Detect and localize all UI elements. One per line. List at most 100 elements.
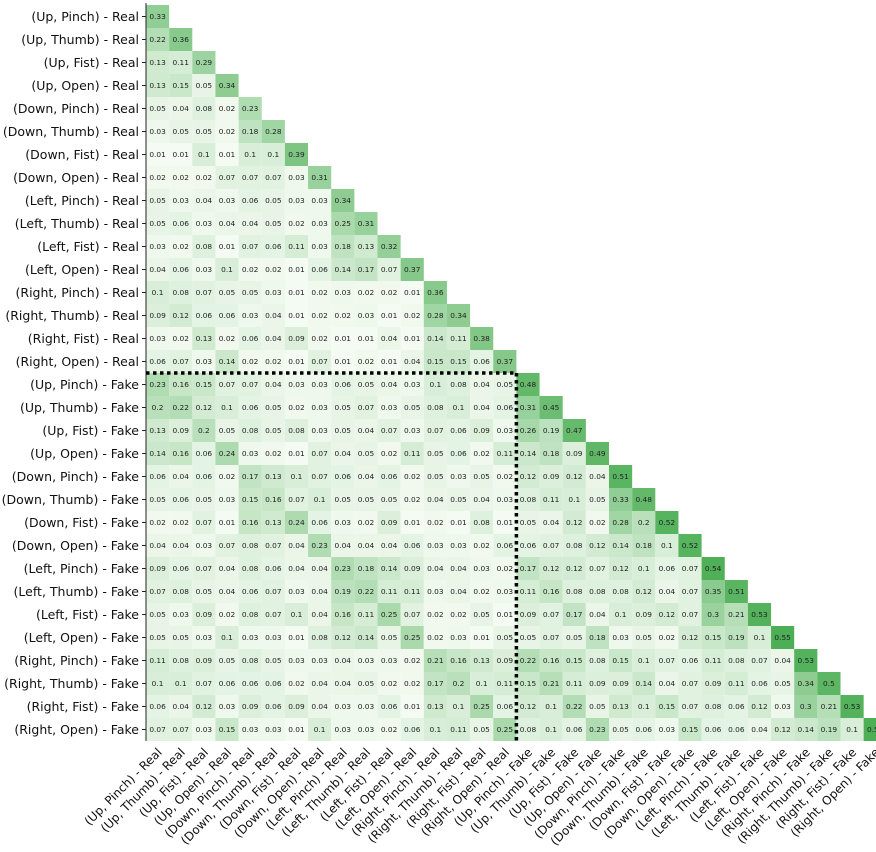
cell-value-label: 0.02 [497,472,513,481]
heatmap-cell [655,718,679,741]
cell-value-label: 0.02 [288,403,304,412]
heatmap-cell [146,373,170,396]
heatmap-cell [354,718,378,741]
heatmap-cell [238,488,262,511]
cell-value-label: 0.15 [242,495,259,504]
heatmap-cell [678,557,702,580]
cell-value-label: 0.08 [450,380,467,389]
heatmap-cell [284,166,309,189]
cell-value-label: 0.02 [265,357,281,366]
cell-value-label: 0.04 [381,541,398,550]
heatmap-cell [724,695,748,718]
heatmap-cell [261,649,285,672]
cell-value-label: 0.06 [265,702,282,711]
cell-value-label: 0.06 [242,403,259,412]
cell-value-label: 0.06 [659,564,676,573]
cell-value-label: 0.03 [497,426,514,435]
heatmap-cell [169,258,193,281]
cell-value-label: 0.06 [335,472,352,481]
cell-value-label: 0.15 [705,633,722,642]
cell-value-label: 0.05 [265,426,282,435]
heatmap-cell [284,557,309,580]
cell-value-label: 0.1 [152,288,164,297]
cell-value-label: 0.13 [473,656,490,665]
cell-value-label: 0.47 [566,426,583,435]
heatmap-cell [562,534,586,557]
cell-value-label: 0.05 [196,127,213,136]
cell-value-label: 0.13 [265,472,282,481]
cell-value-label: 0.09 [172,426,189,435]
cell-value-label: 0.39 [288,150,305,159]
cell-value-label: 0.05 [149,104,166,113]
cell-value-label: 0.02 [288,679,304,688]
cell-value-label: 0.07 [196,679,213,688]
cell-value-label: 0.06 [196,311,213,320]
cell-value-label: 0.25 [381,610,398,619]
heatmap-cell [562,603,586,626]
heatmap-cell [308,350,332,373]
heatmap-cell [609,649,633,672]
heatmap-cell [562,465,586,488]
heatmap-cell [516,626,540,649]
cell-value-label: 0.02 [427,518,443,527]
cell-value-label: 0.07 [543,541,560,550]
heatmap-cell [192,603,216,626]
heatmap-cell [562,672,586,695]
heatmap-cell [446,580,471,603]
cell-value-label: 0.02 [404,311,420,320]
heatmap-cell [609,580,633,603]
cell-value-label: 0.03 [311,426,328,435]
row-label: (Left, Thumb) - Real [15,216,139,231]
heatmap-cells: 0.33 0.22 0.36 0.13 0.11 0.29 0.13 0.15 0.05 0.34… [146,5,876,741]
cell-value-label: 0.12 [659,610,675,619]
heatmap-cell [284,396,309,419]
heatmap-cell [493,488,517,511]
heatmap-cell [377,258,401,281]
cell-value-label: 0.11 [288,242,305,251]
cell-value-label: 0.07 [265,587,282,596]
cell-value-label: 0.1 [314,725,326,734]
heatmap-cell [539,534,563,557]
cell-value-label: 0.04 [589,610,606,619]
cell-value-label: 0.04 [265,311,282,320]
heatmap-cell [146,672,170,695]
heatmap-cell [284,511,309,534]
heatmap-cell [308,649,332,672]
cell-value-label: 0.11 [520,587,537,596]
heatmap-cell [354,373,378,396]
heatmap-cell [400,718,424,741]
heatmap-cell [771,695,795,718]
cell-value-label: 0.02 [427,633,443,642]
cell-value-label: 0.13 [196,334,213,343]
cell-value-label: 0.11 [381,587,398,596]
cell-value-label: 0.05 [427,472,444,481]
heatmap-cell [308,419,332,442]
cell-value-label: 0.17 [520,564,537,573]
heatmap-cell [562,580,586,603]
heatmap-cell [308,304,332,327]
row-label: (Down, Open) - Real [13,170,139,185]
cell-value-label: 0.06 [635,725,652,734]
heatmap-cell [400,534,424,557]
cell-value-label: 0.03 [427,587,444,596]
heatmap-cell [261,373,285,396]
cell-value-label: 0.08 [196,104,213,113]
heatmap-cell [238,580,262,603]
cell-value-label: 0.14 [335,265,352,274]
cell-value-label: 0.12 [566,564,582,573]
heatmap-cell [169,488,193,511]
cell-value-label: 0.02 [381,288,397,297]
heatmap-cell [146,511,170,534]
cell-value-label: 0.04 [473,380,490,389]
cell-value-label: 0.06 [497,403,514,412]
cell-value-label: 0.01 [288,725,305,734]
cell-value-label: 0.14 [219,357,236,366]
heatmap-cell [284,373,309,396]
cell-value-label: 0.34 [335,196,352,205]
heatmap-cell [215,120,239,143]
heatmap-cell [308,442,332,465]
heatmap-cell [539,465,563,488]
heatmap-cell [840,718,864,741]
cell-value-label: 0.04 [288,541,305,550]
heatmap-cell [261,281,285,304]
